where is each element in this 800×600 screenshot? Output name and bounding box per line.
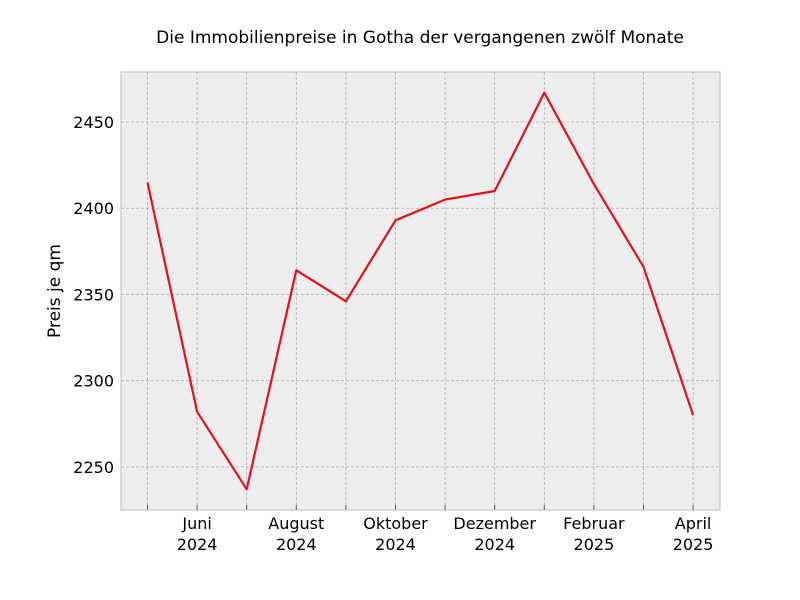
chart-title: Die Immobilienpreise in Gotha der vergan… bbox=[156, 28, 684, 48]
x-tick-label-month: Februar bbox=[563, 514, 625, 533]
y-axis: 2250 2300 2350 2400 2450 bbox=[73, 113, 114, 477]
y-tick-label: 2300 bbox=[73, 372, 114, 391]
x-tick-label-month: August bbox=[268, 514, 324, 533]
plot-area bbox=[121, 72, 720, 510]
x-tick-label-year: 2025 bbox=[574, 535, 615, 554]
x-tick-label-month: Juni bbox=[181, 514, 211, 533]
x-tick-label-year: 2025 bbox=[673, 535, 714, 554]
plot-frame bbox=[120, 71, 721, 511]
y-tick-label: 2450 bbox=[73, 113, 114, 132]
y-tick-label: 2400 bbox=[73, 199, 114, 218]
x-axis: Juni 2024 August 2024 Oktober 2024 Dezember 202… bbox=[147, 505, 714, 554]
x-tick-label-month: Dezember bbox=[453, 514, 536, 533]
x-tick-label-year: 2024 bbox=[276, 535, 317, 554]
y-tick-label: 2250 bbox=[73, 458, 114, 477]
y-tick-label: 2350 bbox=[73, 285, 114, 304]
grid bbox=[121, 72, 720, 510]
series-line bbox=[146, 91, 695, 491]
x-tick-label-year: 2024 bbox=[375, 535, 416, 554]
x-tick-label-month: April bbox=[675, 514, 712, 533]
x-tick-label-year: 2024 bbox=[474, 535, 515, 554]
series-layer bbox=[146, 91, 695, 491]
y-axis-label: Preis je qm bbox=[45, 244, 65, 338]
x-tick-label-year: 2024 bbox=[177, 535, 218, 554]
x-tick-label-month: Oktober bbox=[363, 514, 428, 533]
